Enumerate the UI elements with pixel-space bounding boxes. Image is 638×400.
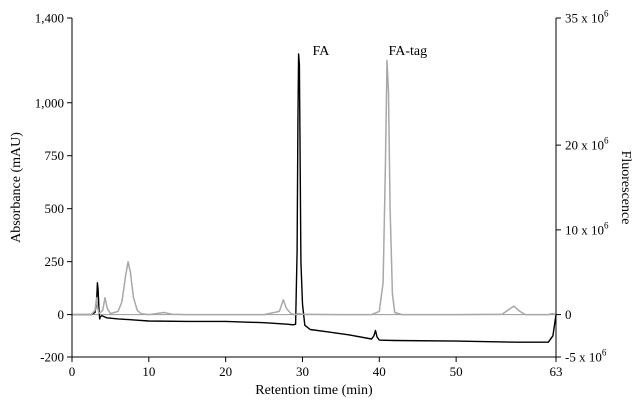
- axes-layer: [67, 17, 561, 362]
- x-tick-label: 10: [142, 364, 155, 379]
- y-axis-right-title: Fluorescence: [618, 151, 633, 225]
- y-right-tick-label: -5 x 106: [565, 348, 607, 365]
- peak-annotation: FA-tag: [389, 44, 428, 59]
- y-left-tick-label: 1,400: [35, 11, 64, 26]
- peak-annotation: FA: [312, 44, 330, 59]
- y-right-tick-label: 20 x 106: [565, 136, 609, 153]
- labels-layer: Retention time (min) Absorbance (mAU) Fl…: [9, 9, 633, 399]
- series-line-1: [72, 53, 557, 343]
- y-left-tick-label: 1,000: [35, 95, 64, 110]
- y-left-tick-label: 750: [45, 148, 65, 163]
- y-right-tick-label: 10 x 106: [565, 220, 609, 237]
- y-axis-left-title: Absorbance (mAU): [9, 132, 24, 243]
- series-line-2: [72, 59, 557, 316]
- x-tick-label: 63: [550, 364, 563, 379]
- y-left-tick-label: 500: [45, 201, 65, 216]
- x-axis-title: Retention time (min): [255, 383, 373, 398]
- y-right-tick-label: 35 x 106: [565, 9, 609, 26]
- x-tick-label: 0: [69, 364, 76, 379]
- y-left-tick-label: -200: [40, 350, 64, 365]
- y-left-tick-label: 250: [45, 254, 65, 269]
- x-tick-label: 40: [373, 364, 386, 379]
- x-tick-label: 50: [450, 364, 463, 379]
- series-layer: [72, 53, 557, 343]
- y-right-tick-label: 0: [565, 307, 572, 322]
- y-left-tick-label: 0: [58, 307, 65, 322]
- x-tick-label: 20: [219, 364, 232, 379]
- x-tick-label: 30: [296, 364, 309, 379]
